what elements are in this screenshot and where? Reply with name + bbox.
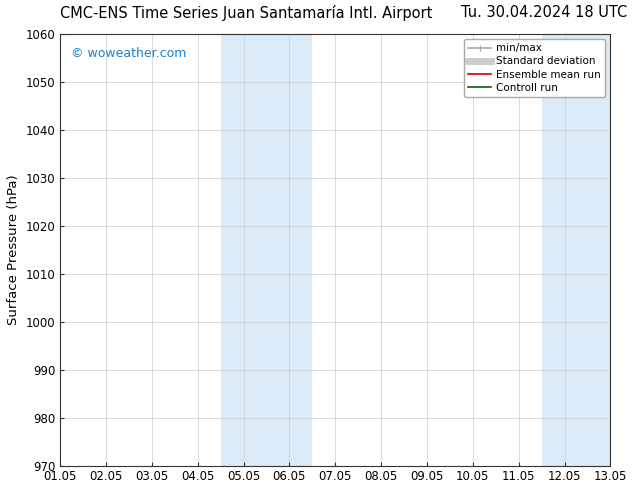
Text: CMC-ENS Time Series Juan Santamaría Intl. Airport: CMC-ENS Time Series Juan Santamaría Intl… (60, 5, 432, 21)
Bar (541, 34, 633, 466)
Bar (221, 34, 313, 466)
Y-axis label: Surface Pressure (hPa): Surface Pressure (hPa) (7, 174, 20, 325)
Legend: min/max, Standard deviation, Ensemble mean run, Controll run: min/max, Standard deviation, Ensemble me… (464, 39, 605, 97)
Text: Tu. 30.04.2024 18 UTC: Tu. 30.04.2024 18 UTC (462, 5, 628, 20)
Text: © woweather.com: © woweather.com (71, 47, 186, 60)
